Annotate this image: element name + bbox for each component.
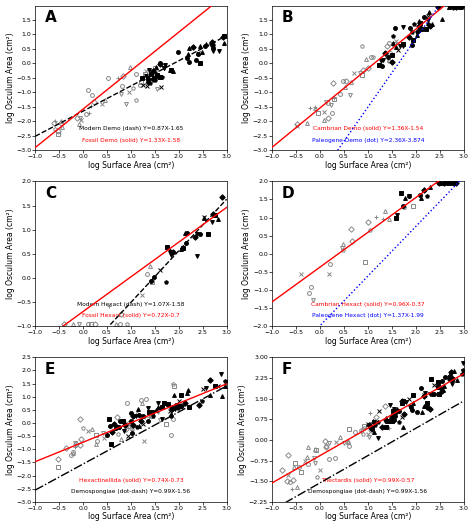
Y-axis label: log Osculum Area (cm²): log Osculum Area (cm²) xyxy=(6,384,15,475)
Y-axis label: log Osculum Area (cm²): log Osculum Area (cm²) xyxy=(6,208,15,299)
Text: Hexactinellida (solid) Y=0.74X-0.73: Hexactinellida (solid) Y=0.74X-0.73 xyxy=(79,477,183,483)
Text: A: A xyxy=(45,10,56,25)
Text: Thectardis (solid) Y=0.99X-0.57: Thectardis (solid) Y=0.99X-0.57 xyxy=(321,477,415,483)
Text: Paleogene Demo (dot) Y=2.36X-3.874: Paleogene Demo (dot) Y=2.36X-3.874 xyxy=(311,138,424,142)
Text: F: F xyxy=(282,362,292,377)
Text: E: E xyxy=(45,362,55,377)
Text: Demospongiae (dot-dash) Y=0.99X-1.56: Demospongiae (dot-dash) Y=0.99X-1.56 xyxy=(308,489,428,494)
X-axis label: log Surface Area (cm²): log Surface Area (cm²) xyxy=(88,512,174,521)
Text: B: B xyxy=(282,10,293,25)
Y-axis label: log Osculum Area (cm²): log Osculum Area (cm²) xyxy=(238,384,247,475)
Text: Cambrian Hexact (solid) Y=0.96X-0.37: Cambrian Hexact (solid) Y=0.96X-0.37 xyxy=(311,302,425,307)
X-axis label: log Surface Area (cm²): log Surface Area (cm²) xyxy=(88,161,174,170)
Text: Cambrian Demo (solid) Y=1.36X-1.54: Cambrian Demo (solid) Y=1.36X-1.54 xyxy=(313,126,423,131)
X-axis label: log Surface Area (cm²): log Surface Area (cm²) xyxy=(325,512,411,521)
Y-axis label: log Osculum Area (cm²): log Osculum Area (cm²) xyxy=(243,33,252,123)
Y-axis label: log Osculum Area (cm²): log Osculum Area (cm²) xyxy=(243,208,252,299)
Text: Paleogene Hexact (dot) Y=1.37X-1.99: Paleogene Hexact (dot) Y=1.37X-1.99 xyxy=(312,314,424,318)
Text: Modern Demo (dash) Y=0.87X-1.65: Modern Demo (dash) Y=0.87X-1.65 xyxy=(79,126,183,131)
X-axis label: log Surface Area (cm²): log Surface Area (cm²) xyxy=(88,337,174,346)
Text: Fossil Hexact (solid) Y=0.72X-0.7: Fossil Hexact (solid) Y=0.72X-0.7 xyxy=(82,314,180,318)
X-axis label: log Surface Area (cm²): log Surface Area (cm²) xyxy=(325,337,411,346)
Text: Fossil Demo (solid) Y=1.33X-1.58: Fossil Demo (solid) Y=1.33X-1.58 xyxy=(82,138,180,142)
Text: D: D xyxy=(282,186,294,201)
X-axis label: log Surface Area (cm²): log Surface Area (cm²) xyxy=(325,161,411,170)
Text: C: C xyxy=(45,186,56,201)
Text: Modern Hexact (dash) Y=1.07X-1.58: Modern Hexact (dash) Y=1.07X-1.58 xyxy=(77,302,185,307)
Y-axis label: log Osculum Area (cm²): log Osculum Area (cm²) xyxy=(6,33,15,123)
Text: Demospongiae (dot-dash) Y=0.99X-1.56: Demospongiae (dot-dash) Y=0.99X-1.56 xyxy=(72,489,191,494)
